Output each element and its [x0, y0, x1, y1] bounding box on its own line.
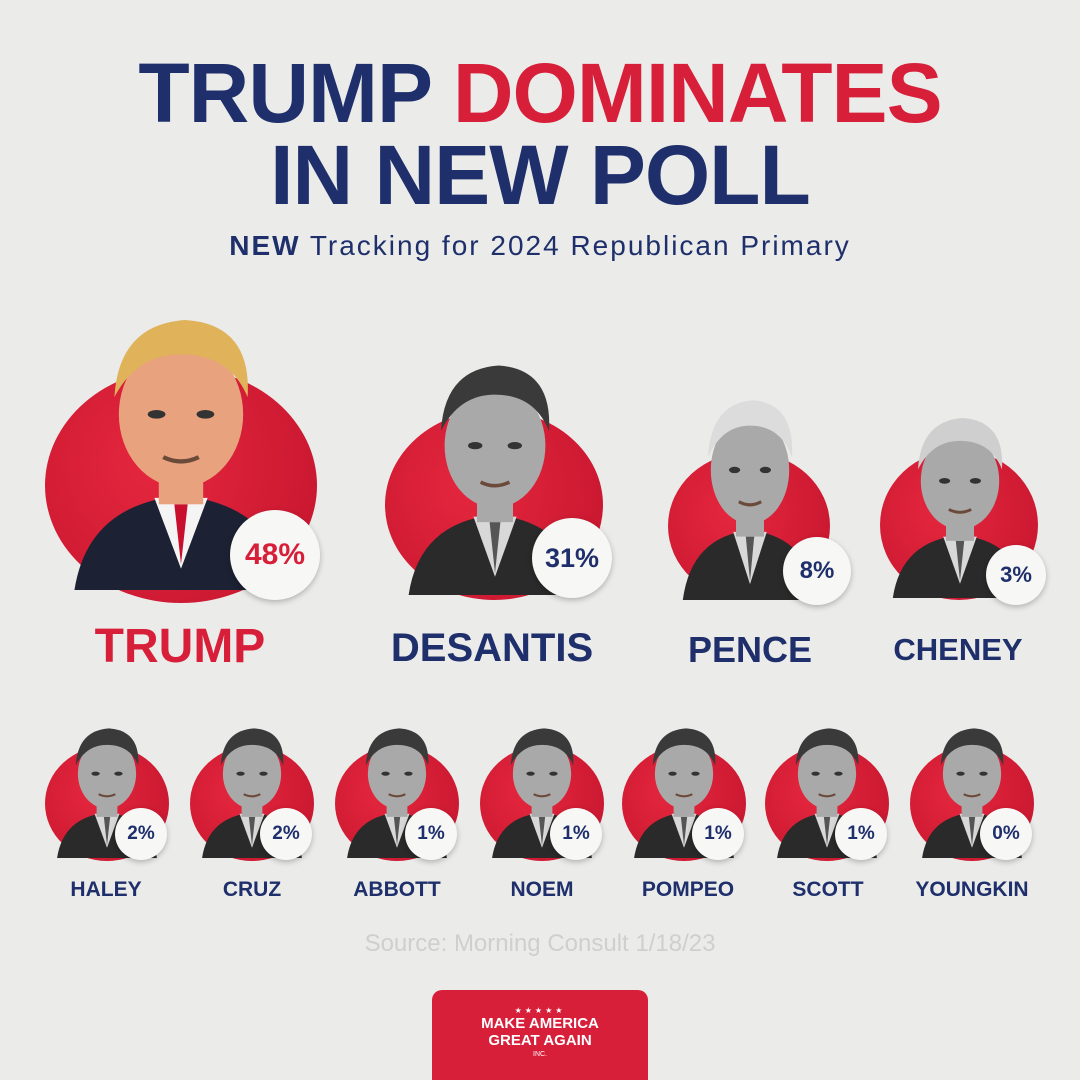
percent-badge: 0%: [980, 808, 1032, 860]
percent-badge: 1%: [550, 808, 602, 860]
percent-badge: 2%: [260, 808, 312, 860]
logo-line-3: INC.: [533, 1051, 547, 1058]
source-note: Source: Morning Consult 1/18/23: [364, 930, 716, 957]
headline-word-trump: TRUMP: [138, 46, 431, 140]
percent-badge: 1%: [835, 808, 887, 860]
candidate-photo: [680, 378, 820, 605]
headline: TRUMP DOMINATES IN NEW POLL: [0, 51, 1080, 217]
candidate-photo: [775, 714, 879, 863]
candidate-name: CHENEY: [893, 631, 1023, 667]
subtitle-new-label: NEW: [229, 230, 301, 261]
subtitle: NEW Tracking for 2024 Republican Primary: [0, 230, 1080, 262]
subtitle-text: Tracking for 2024 Republican Primary: [309, 230, 851, 261]
percent-badge: 1%: [405, 808, 457, 860]
candidate-name: HALEY: [70, 878, 142, 902]
candidate-name: PENCE: [687, 629, 813, 671]
percent-badge: 8%: [783, 537, 851, 605]
headline-line-2: IN NEW POLL: [270, 128, 811, 222]
candidate-name: NOEM: [510, 878, 574, 902]
percent-badge: 3%: [986, 545, 1046, 605]
candidate-name: TRUMP: [94, 620, 266, 674]
logo-line-1: MAKE AMERICA: [481, 1015, 599, 1032]
percent-badge: 48%: [230, 510, 320, 600]
candidate-name: DESANTIS: [390, 626, 594, 670]
candidate-name: SCOTT: [792, 878, 864, 902]
maga-logo: ★★★★★ MAKE AMERICA GREAT AGAIN INC.: [432, 990, 648, 1080]
candidate-photo: [890, 398, 1030, 603]
percent-badge: 1%: [692, 808, 744, 860]
candidate-name: YOUNGKIN: [915, 878, 1029, 902]
candidate-name: CRUZ: [222, 878, 282, 902]
candidate-name: POMPEO: [641, 878, 735, 902]
logo-line-2: GREAT AGAIN: [488, 1032, 592, 1049]
percent-badge: 2%: [115, 808, 167, 860]
percent-badge: 31%: [532, 518, 612, 598]
candidate-name: ABBOTT: [353, 878, 441, 902]
logo-stars: ★★★★★: [514, 1006, 566, 1015]
headline-word-dominates: DOMINATES: [452, 46, 943, 140]
